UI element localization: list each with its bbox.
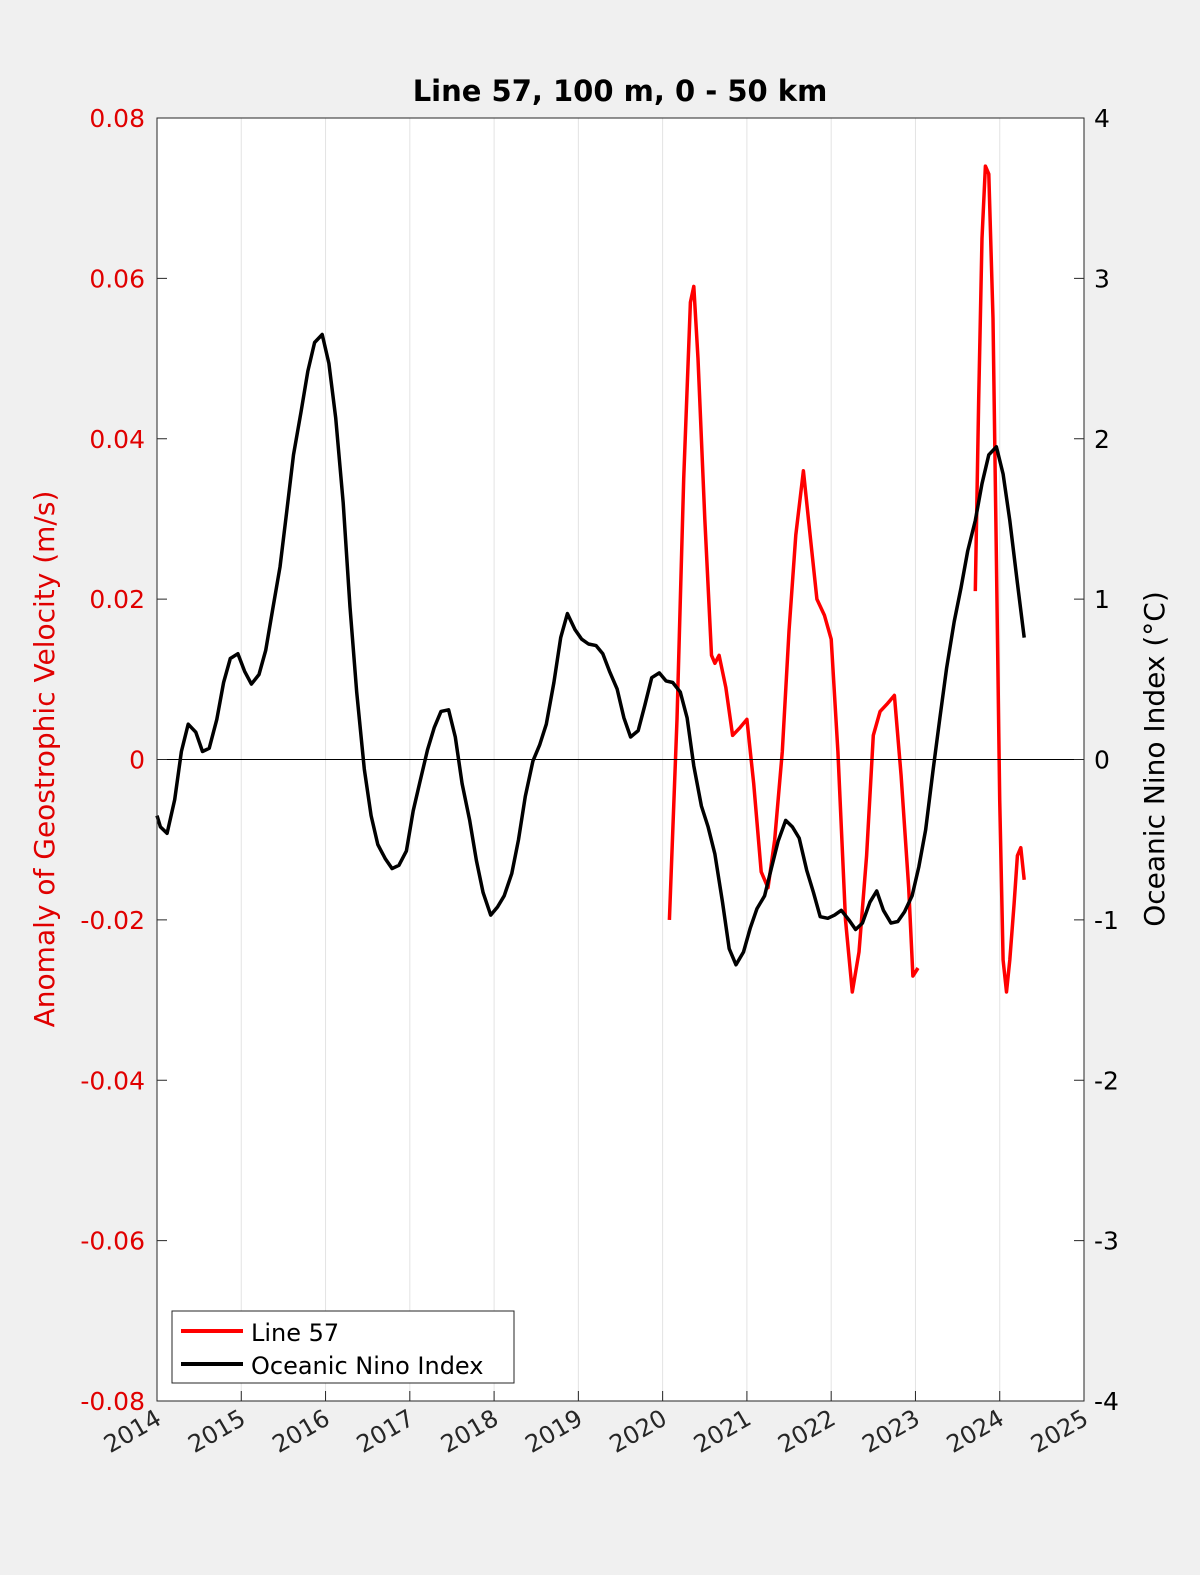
y-left-label: Anomaly of Geostrophic Velocity (m/s) [28, 491, 61, 1028]
series-line-57-segment-1 [667, 284, 920, 994]
y-right-label: Oceanic Nino Index (°C) [1138, 591, 1171, 927]
x-tick-label-2016: 2016 [268, 1404, 335, 1459]
chart-title: Line 57, 100 m, 0 - 50 km [413, 74, 828, 108]
y-left-tick-label-0-08: -0.08 [80, 1387, 145, 1416]
y-right-tick-label-4: -4 [1094, 1387, 1119, 1416]
y-right-tick-label-2: 2 [1094, 425, 1110, 454]
x-tick-label-2017: 2017 [352, 1404, 419, 1459]
x-tick-label-2022: 2022 [773, 1404, 840, 1459]
y-left-tick-label-0-08: 0.08 [89, 104, 145, 133]
legend: Line 57 Oceanic Nino Index [171, 1310, 515, 1384]
y-axis-right: -4 -3 -2 -1 0 1 2 3 4 [1074, 104, 1119, 1416]
y-left-tick-label-0-02: 0.02 [89, 585, 145, 614]
x-tick-label-2021: 2021 [689, 1404, 756, 1459]
x-tick-label-2018: 2018 [436, 1404, 503, 1459]
x-tick-label-2025: 2025 [1026, 1404, 1093, 1459]
x-tick-label-2024: 2024 [942, 1404, 1009, 1459]
legend-label-line-57: Line 57 [251, 1319, 339, 1347]
y-left-tick-label-0: 0 [129, 746, 145, 775]
series-line-57-segment-2 [973, 164, 1026, 994]
legend-box [171, 1310, 515, 1384]
y-left-tick-label-0-06: -0.06 [80, 1227, 145, 1256]
x-tick-label-2015: 2015 [183, 1404, 250, 1459]
y-left-tick-label-0-04: 0.04 [89, 425, 145, 454]
y-axis-left: -0.08 -0.06 -0.04 -0.02 0 0.02 0.04 0.06 0.08 [80, 104, 167, 1416]
y-right-tick-label-3: 3 [1094, 264, 1110, 293]
legend-label-oni: Oceanic Nino Index [251, 1352, 483, 1380]
y-right-tick-label-1: 1 [1094, 585, 1110, 614]
x-tick-label-2023: 2023 [858, 1404, 925, 1459]
series-oceanic-nino-index-segment-1 [155, 332, 1026, 967]
y-right-tick-label-2: -2 [1094, 1066, 1119, 1095]
y-right-tick-label-1: -1 [1094, 906, 1119, 935]
y-right-tick-label-4: 4 [1094, 104, 1110, 133]
x-tick-label-2019: 2019 [520, 1404, 587, 1459]
y-right-tick-label-3: -3 [1094, 1227, 1119, 1256]
series-layer [155, 164, 1026, 994]
y-left-tick-label-0-04: -0.04 [80, 1066, 145, 1095]
x-tick-label-2020: 2020 [605, 1404, 672, 1459]
y-right-tick-label-0: 0 [1094, 746, 1110, 775]
y-left-tick-label-0-02: -0.02 [80, 906, 145, 935]
y-left-tick-label-0-06: 0.06 [89, 264, 145, 293]
